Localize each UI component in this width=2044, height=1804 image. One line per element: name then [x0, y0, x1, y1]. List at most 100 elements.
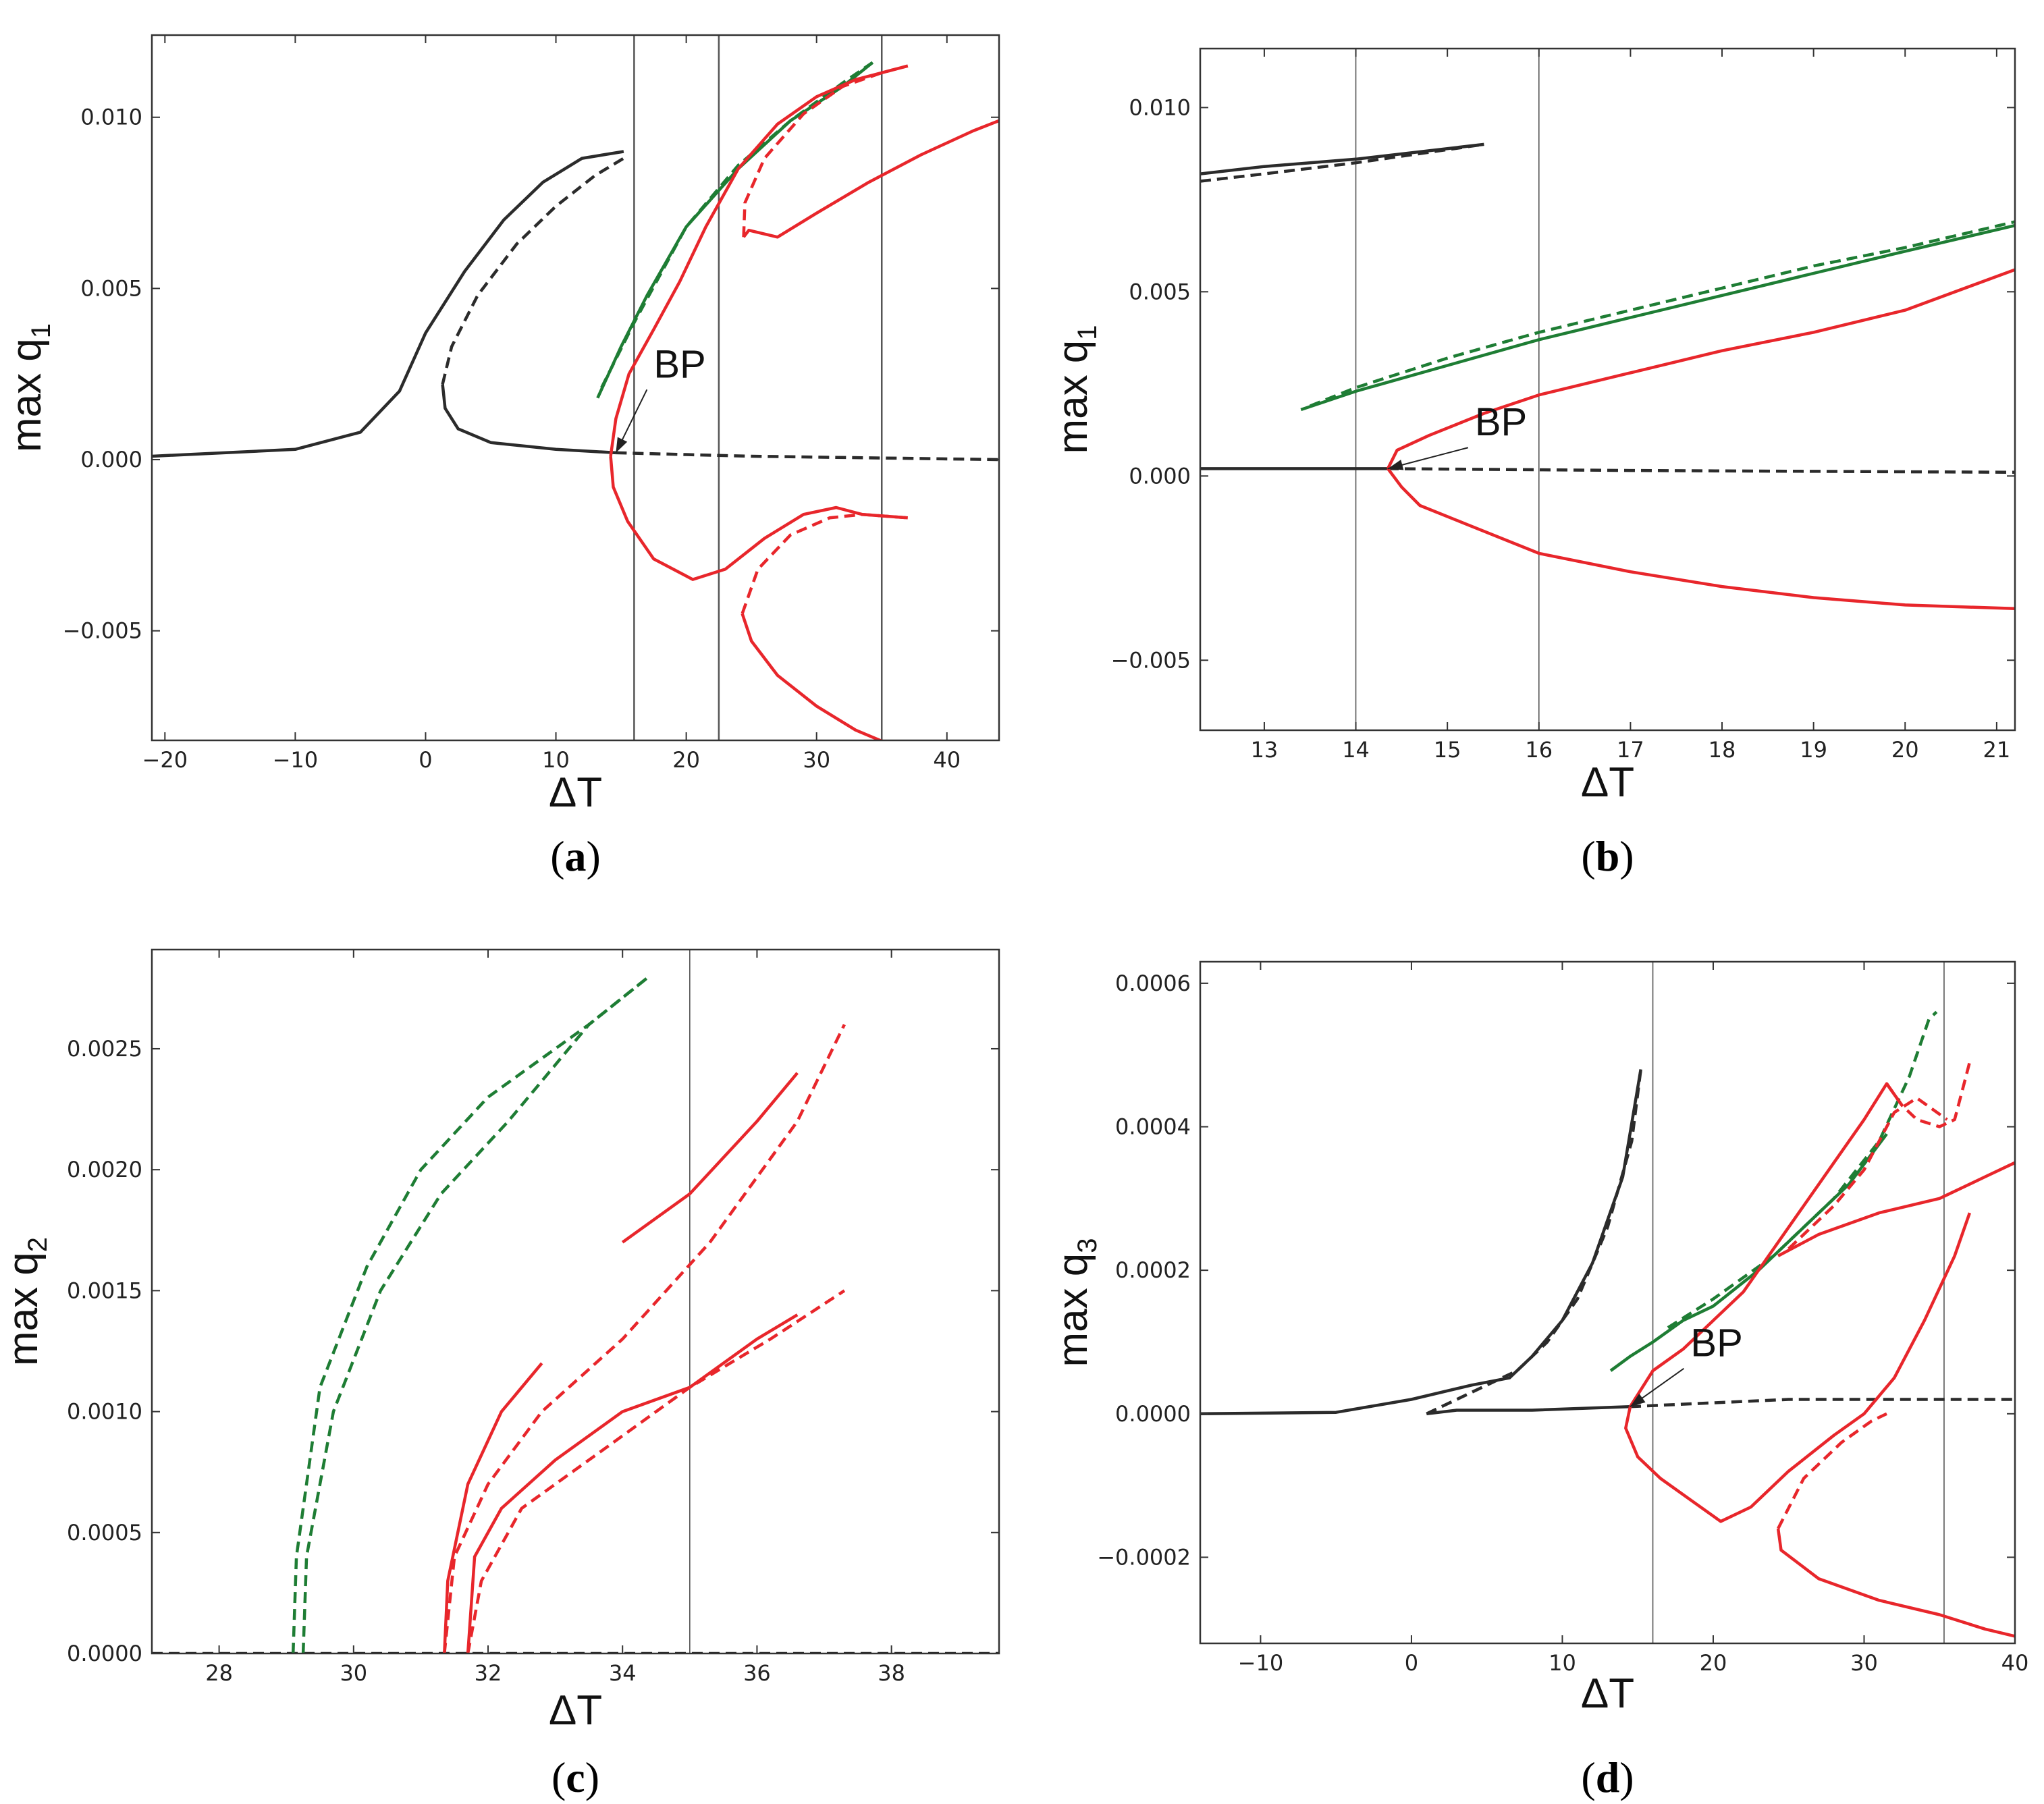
series-line-red-solid-7	[621, 1072, 799, 1244]
x-tick-label: 10	[542, 747, 570, 773]
x-axis-label: ΔT	[549, 769, 602, 816]
series-line-red-solid-6	[1624, 1212, 1972, 1523]
x-tick-label: −10	[1238, 1650, 1284, 1676]
series-line-red-solid-6	[609, 64, 909, 457]
series-line-red-solid-7	[1629, 1082, 1904, 1408]
x-tick-label: 20	[1700, 1650, 1727, 1676]
x-tick-label: 21	[1983, 737, 2011, 763]
x-tick-label: 16	[1525, 737, 1553, 763]
caption-close-paren: )	[1619, 1753, 1634, 1801]
y-tick-label: 0.0000	[1115, 1401, 1191, 1427]
plot-frame	[1199, 960, 2016, 1645]
x-tick-label: −10	[273, 747, 319, 773]
y-tick-label: 0.005	[80, 275, 142, 301]
x-tick-label: 20	[1891, 737, 1919, 763]
series-line-red-solid-8	[1777, 1161, 2015, 1257]
plot-frame	[151, 948, 1000, 1655]
series-line-red-dashed-9	[1777, 1412, 1887, 1529]
x-tick-label: 0	[419, 747, 432, 773]
x-tick-label: 40	[2001, 1650, 2029, 1676]
y-tick-label: 0.0025	[67, 1036, 142, 1062]
x-tick-label: 36	[743, 1660, 771, 1686]
series-line-red-solid-3	[443, 1362, 543, 1653]
series-group	[1200, 142, 2015, 611]
y-axis-label-text: max q	[3, 338, 50, 452]
y-axis-label-text: max q	[0, 1252, 47, 1366]
y-axis-label-text: max q	[1050, 1253, 1096, 1367]
bp-arrow-head	[1388, 460, 1404, 470]
panel-caption: (a)	[550, 832, 601, 880]
series-line-green-dashed-5	[1667, 1010, 1938, 1330]
x-tick-label: −20	[142, 747, 188, 773]
panel-caption: (c)	[552, 1753, 599, 1801]
x-tick-label: 15	[1434, 737, 1461, 763]
y-tick-label: 0.0015	[67, 1278, 142, 1303]
series-group	[152, 975, 999, 1653]
caption-open-paren: (	[1581, 832, 1595, 880]
bp-annotation-label: BP	[1475, 400, 1527, 444]
x-tick-label: 32	[475, 1660, 502, 1686]
caption-letter: b	[1596, 832, 1620, 880]
chart-panel-a: −20 −10 0 10 20 30 40 −0.005 0.000 0.005 0.010 ΔT ma…	[3, 34, 1000, 880]
caption-close-paren: )	[587, 832, 601, 880]
bp-annotation-label: BP	[1690, 1321, 1742, 1365]
y-tick-label: 0.0002	[1115, 1257, 1191, 1283]
series-line-red-dashed-6	[466, 1289, 846, 1653]
x-tick-label: 30	[1850, 1650, 1878, 1676]
bp-arrow-head	[616, 437, 628, 453]
series-line-red-solid-5	[466, 1313, 799, 1653]
x-tick-label: 13	[1251, 737, 1279, 763]
caption-letter: c	[566, 1753, 585, 1801]
series-line-red-solid-9	[741, 613, 884, 740]
chart-panel-d: −10 0 10 20 30 40 −0.0002 0.0000 0.0002 0.0004 0.0…	[1050, 960, 2029, 1801]
x-tick-label: 40	[933, 747, 961, 773]
caption-letter: d	[1596, 1753, 1620, 1801]
caption-letter: a	[565, 832, 587, 880]
y-axis-label-subscript: 1	[26, 323, 56, 338]
x-axis-label: ΔT	[1581, 1670, 1634, 1717]
panel-caption: (d)	[1581, 1753, 1634, 1801]
y-tick-label: 0.005	[1129, 279, 1191, 304]
x-tick-label: 19	[1800, 737, 1827, 763]
x-tick-label: 0	[1405, 1650, 1418, 1676]
x-tick-label: 34	[609, 1660, 637, 1686]
x-tick-label: 14	[1342, 737, 1370, 763]
series-line-red-solid-7	[1387, 468, 2015, 611]
series-line-black-dashed-1	[1426, 1069, 1642, 1415]
bp-arrow-head	[1630, 1393, 1646, 1407]
series-line-black-dashed-1	[441, 157, 625, 385]
plot-frame	[1199, 47, 2016, 732]
series-line-black-dashed-3	[616, 451, 999, 462]
series-line-red-dashed-11	[1885, 1062, 1972, 1128]
series-line-green-solid-4	[1300, 223, 2015, 412]
series-line-green-dashed-5	[600, 61, 873, 389]
y-axis-label-subscript: 3	[1073, 1238, 1102, 1253]
y-axis-label: max q2	[0, 1237, 53, 1366]
series-group	[152, 61, 999, 740]
series-line-black-dashed-1	[1200, 142, 1484, 183]
y-axis-label: max q3	[1050, 1238, 1102, 1367]
series-group	[1200, 1010, 2015, 1638]
y-tick-label: 0.0020	[67, 1157, 142, 1182]
x-tick-label: 10	[1549, 1650, 1576, 1676]
x-tick-label: 30	[340, 1660, 367, 1686]
series-line-black-dashed-3	[1387, 467, 2015, 474]
y-tick-label: 0.000	[80, 447, 142, 472]
caption-open-paren: (	[552, 1753, 566, 1801]
y-tick-label: 0.000	[1129, 463, 1191, 489]
caption-close-paren: )	[1619, 832, 1634, 880]
chart-panel-b: 13 14 15 16 17 18 19 20 21 −0.005 0.000 0.005 0.010 Δ…	[1050, 47, 2016, 880]
series-line-red-dashed-12	[1787, 1096, 1948, 1250]
series-line-red-solid-10	[1776, 1528, 2015, 1638]
y-tick-label: −0.005	[63, 618, 142, 644]
plot-frame	[151, 34, 1000, 742]
y-tick-label: 0.0004	[1115, 1114, 1191, 1140]
y-axis-label-subscript: 1	[1073, 325, 1102, 339]
x-tick-label: 38	[878, 1660, 905, 1686]
x-tick-label: 18	[1709, 737, 1736, 763]
y-tick-label: −0.005	[1111, 647, 1191, 673]
caption-close-paren: )	[585, 1753, 599, 1801]
x-tick-label: 17	[1617, 737, 1644, 763]
